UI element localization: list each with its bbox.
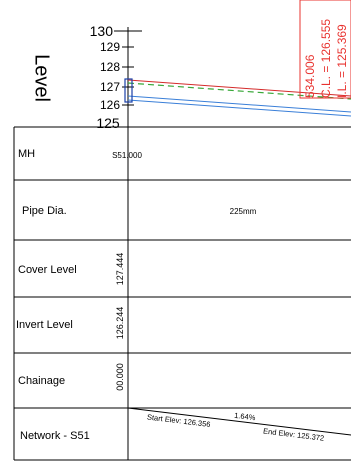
ground-line (127, 79, 351, 97)
pipe-gradient: 1.64% (234, 411, 257, 423)
cover-level-value: 127.444 (115, 253, 125, 286)
network-pipe-annotation: 1.64% Start Elev: 126.356 End Elev: 125.… (127, 407, 351, 443)
axis-tick-label: 128 (100, 60, 120, 74)
row-label-pipe-dia: Pipe Dia. (22, 205, 67, 217)
axis-tick-label: 129 (100, 40, 120, 54)
row-label-mh: MH (18, 148, 35, 160)
pipe-dia-value: 225mm (230, 207, 257, 216)
pipe-end-elev: End Elev: 125.372 (263, 426, 325, 442)
axis-tick-label: 130 (90, 23, 114, 39)
row-label-network: Network - S51 (20, 430, 90, 442)
manhole-callout: 534.006 C.L. = 126.555 I.L. = 125.369 (299, 0, 351, 99)
pipe-crown-line (127, 95, 351, 113)
pipe-invert-line (127, 99, 351, 117)
chainage-value: 00.000 (115, 363, 125, 391)
axis-tick-label: 127 (100, 80, 120, 94)
row-label-invert-level: Invert Level (16, 319, 73, 331)
profile-lines (124, 78, 351, 117)
mh-value: S51.000 (112, 151, 142, 160)
callout-cover-level: C.L. = 126.555 (319, 19, 333, 98)
axis-title: Level (31, 54, 53, 102)
callout-chainage: 534.006 (303, 54, 317, 98)
callout-box (299, 0, 351, 99)
axis-tick-label: 126 (100, 98, 120, 112)
manhole-shaft (124, 78, 133, 103)
invert-level-value: 126.244 (115, 307, 125, 340)
pipe-start-elev: Start Elev: 126.356 (147, 412, 211, 429)
row-label-cover-level: Cover Level (18, 264, 77, 276)
axis-tick-label: 125 (96, 115, 120, 131)
design-level-line (127, 82, 351, 100)
network-pipe-line (127, 407, 351, 437)
row-label-chainage: Chainage (18, 375, 65, 387)
callout-invert-level: I.L. = 125.369 (335, 24, 349, 98)
level-axis: Level 130 129 128 127 126 125 (31, 23, 142, 131)
profile-table: MH Pipe Dia. Cover Level Invert Level Ch… (13, 126, 351, 461)
